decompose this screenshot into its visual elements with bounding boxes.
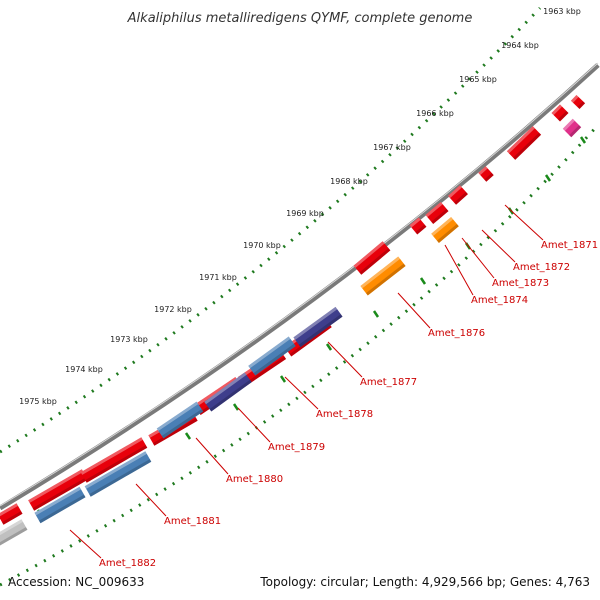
scale-tick-label: 1974 kbp <box>65 365 103 374</box>
gene-label: Amet_1871 <box>541 240 598 251</box>
gene-label: Amet_1874 <box>471 295 528 306</box>
scale-tick-label: 1973 kbp <box>110 335 148 344</box>
scale-tick-label: 1963 kbp <box>543 7 581 16</box>
gene-leader-line <box>195 437 229 475</box>
gene-leader-line <box>69 529 102 559</box>
inner-scale-arc <box>0 123 600 587</box>
scale-tick-mark <box>372 310 380 318</box>
scale-tick-mark <box>579 136 587 144</box>
gene-features <box>0 94 586 549</box>
scale-tick-label: 1970 kbp <box>243 241 281 250</box>
gene-leader-line <box>461 237 495 279</box>
gene-leader-line <box>135 483 167 517</box>
gene-amet-1878 <box>156 401 204 439</box>
gene-arrow-forward <box>478 166 494 182</box>
scale-tick-label: 1971 kbp <box>199 273 237 282</box>
scale-tick-mark <box>419 277 427 285</box>
gene-label: Amet_1877 <box>360 377 417 388</box>
gene-arrow-forward <box>409 217 427 235</box>
gene-arrow-forward <box>448 185 468 205</box>
gene-arrow-forward <box>28 469 88 511</box>
gene-labels: Amet_1871 Amet_1872 Amet_1873 Amet_1874 Amet… <box>69 204 598 569</box>
scale-tick-label: 1966 kbp <box>416 109 454 118</box>
scale-tick-mark <box>279 375 287 383</box>
map-title: Alkaliphilus metalliredigens QYMF, compl… <box>127 11 473 26</box>
gene-leader-line <box>444 244 474 296</box>
scale-tick-label: 1969 kbp <box>286 209 324 218</box>
gene-label: Amet_1881 <box>164 516 221 527</box>
scale-tick-label: 1975 kbp <box>19 397 57 406</box>
gene-amet-1879 <box>204 372 252 412</box>
gene-arrow-forward <box>506 126 542 160</box>
gene-amet-1881 <box>34 486 86 524</box>
gene-leader-line <box>397 292 431 329</box>
gene-amet-1878b <box>248 336 296 376</box>
gene-label: Amet_1880 <box>226 474 283 485</box>
gene-label: Amet_1872 <box>513 262 570 273</box>
gene-arrow-forward <box>551 104 569 122</box>
scale-tick-label: 1968 kbp <box>330 177 368 186</box>
scale-tick-label: 1972 kbp <box>154 305 192 314</box>
gene-arrow-forward <box>353 241 391 275</box>
gene-arrow-forward <box>0 503 23 525</box>
accession-text: Accession: NC_009633 <box>8 575 144 589</box>
gene-leader-line <box>504 204 544 241</box>
gene-label: Amet_1882 <box>99 558 156 569</box>
scale-tick-mark <box>184 432 192 440</box>
scale-tick-label: 1964 kbp <box>501 41 539 50</box>
scale-tick-label: 1967 kbp <box>373 143 411 152</box>
scale-tick-mark <box>325 343 333 351</box>
gene-leader-line <box>237 407 271 443</box>
gene-amet-1874 <box>431 217 459 243</box>
gene-leader-line <box>327 341 363 378</box>
gene-label: Amet_1879 <box>268 442 325 453</box>
gene-arrow-forward <box>80 437 148 483</box>
gene-label: Amet_1878 <box>316 409 373 420</box>
gene-amet-1880 <box>84 451 152 497</box>
gene-amet-1882 <box>0 519 28 549</box>
genome-backbone <box>0 63 600 511</box>
scale-tick-mark <box>232 403 240 411</box>
gene-amet-1877 <box>293 306 343 348</box>
gene-amet-1876 <box>360 256 406 296</box>
gene-arrow-forward <box>562 118 582 138</box>
scale-tick-mark <box>544 174 552 182</box>
gene-label: Amet_1876 <box>428 328 485 339</box>
scale-ticks: 1963 kbp 1964 kbp 1965 kbp 1966 kbp 1967 kbp… <box>19 7 587 517</box>
gene-label: Amet_1873 <box>492 278 549 289</box>
gene-leader-line <box>481 229 516 263</box>
gene-arrow-forward <box>425 201 449 225</box>
gene-arrow-forward <box>570 94 586 110</box>
gene-leader-line <box>284 376 319 410</box>
scale-tick-label: 1965 kbp <box>459 75 497 84</box>
topology-text: Topology: circular; Length: 4,929,566 bp… <box>259 575 590 589</box>
